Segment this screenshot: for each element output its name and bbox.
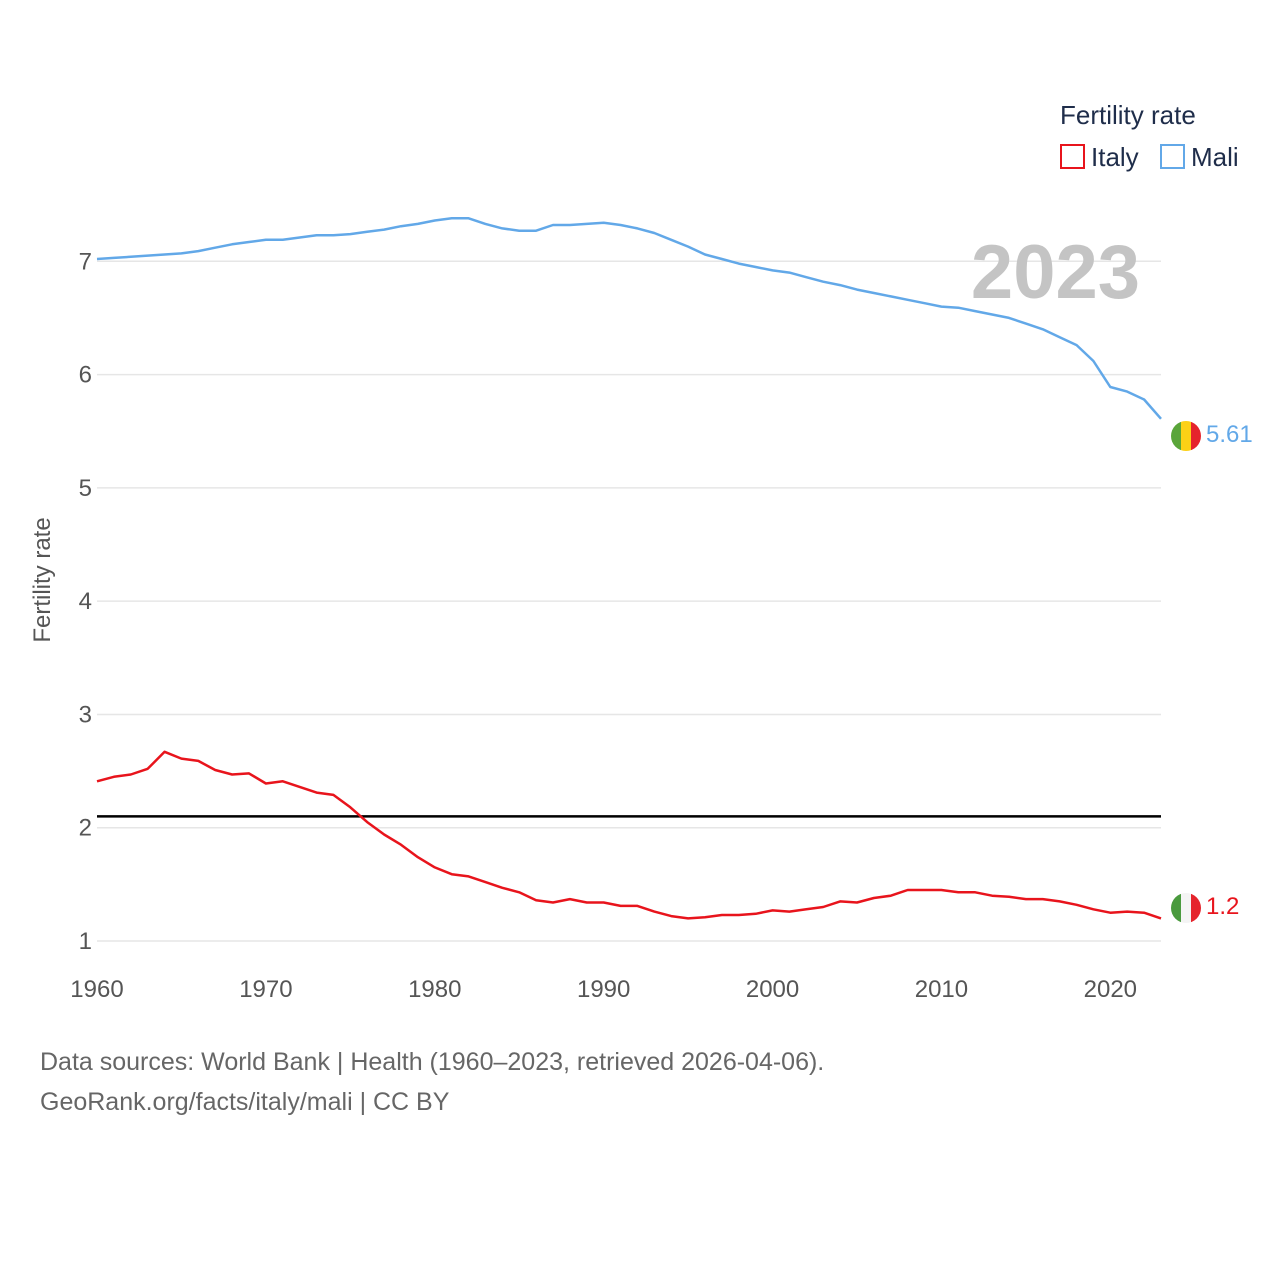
legend-swatch-mali [1160, 144, 1185, 169]
legend-title: Fertility rate [1060, 100, 1196, 130]
x-tick-label: 2010 [915, 976, 968, 1003]
legend-label-mali: Mali [1191, 142, 1239, 172]
current-year-label: 2023 [971, 230, 1140, 315]
y-axis: 1 2 3 4 5 6 7 [79, 248, 92, 955]
x-tick-label: 1970 [239, 976, 292, 1003]
data-sources: Data sources: World Bank | Health (1960–… [40, 1048, 825, 1076]
mali-flag-icon [1171, 421, 1201, 451]
y-tick-label: 1 [79, 928, 92, 955]
end-label-italy: 1.2 [1206, 893, 1239, 920]
x-tick-label: 1960 [70, 976, 123, 1003]
series-line-italy [96, 750, 1162, 920]
grid [97, 260, 1161, 942]
y-tick-label: 4 [79, 588, 92, 615]
y-tick-label: 2 [79, 815, 92, 842]
legend-label-italy: Italy [1091, 142, 1139, 172]
series-lines [96, 217, 1162, 920]
source-link[interactable]: GeoRank.org/facts/italy/mali | CC BY [40, 1088, 450, 1116]
y-tick-label: 5 [79, 475, 92, 502]
y-tick-label: 3 [79, 701, 92, 728]
x-tick-label: 1990 [577, 976, 630, 1003]
y-axis-label: Fertility rate [29, 517, 56, 642]
series-line-mali [96, 217, 1162, 420]
end-label-mali: 5.61 [1206, 421, 1253, 448]
italy-flag-icon [1171, 893, 1201, 923]
y-tick-label: 7 [79, 248, 92, 275]
x-tick-label: 2000 [746, 976, 799, 1003]
x-tick-label: 2020 [1084, 976, 1137, 1003]
footer: Data sources: World Bank | Health (1960–… [40, 1042, 824, 1122]
legend: Fertility rate Italy Mali [1060, 100, 1239, 172]
x-axis: 1960 1970 1980 1990 2000 2010 2020 [70, 976, 1137, 1003]
chart: 1 2 3 4 5 6 7 1960 1970 1980 1990 2000 2010 2020 202… [29, 100, 1253, 1003]
legend-swatch-italy [1060, 144, 1085, 169]
y-tick-label: 6 [79, 362, 92, 389]
x-tick-label: 1980 [408, 976, 461, 1003]
